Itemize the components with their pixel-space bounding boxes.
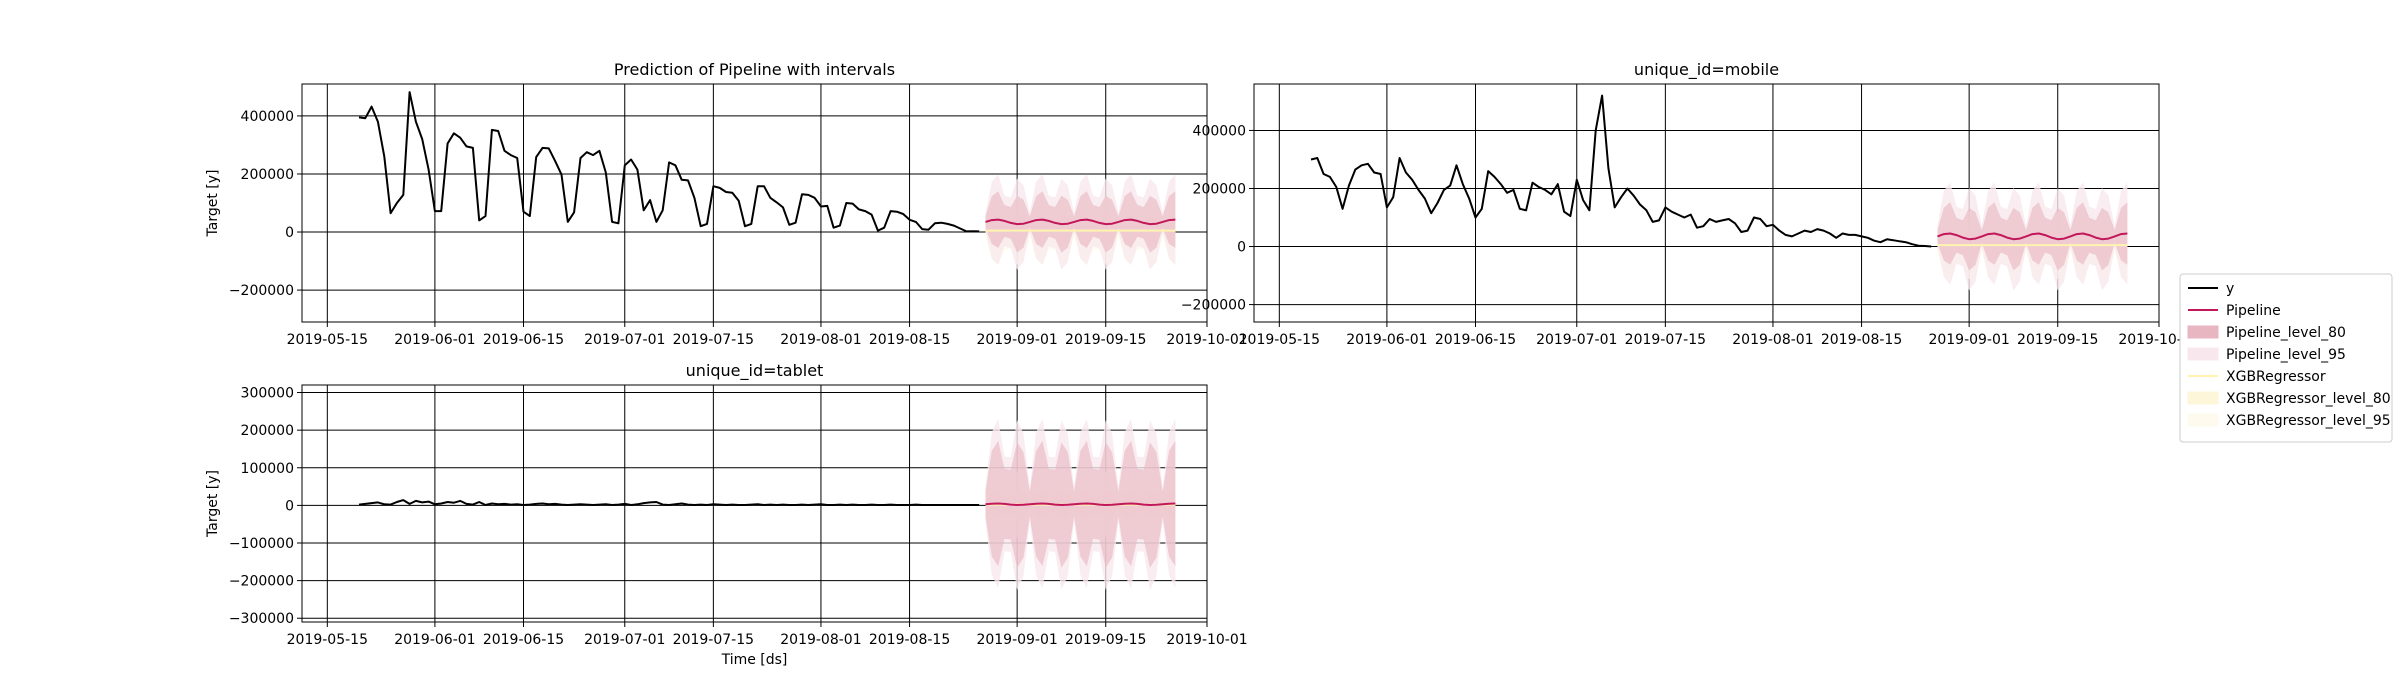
legend-entry-xgbregressor-level-95: XGBRegressor_level_95 — [2187, 413, 2391, 429]
mobile-tick-label-y-0: −200000 — [1181, 298, 1246, 314]
mobile-tick-label-y-1: 0 — [1237, 240, 1246, 256]
pipeline-tick-label-y-3: 400000 — [241, 109, 294, 125]
mobile-tick-label-x-5: 2019-08-01 — [1732, 332, 1813, 348]
legend-label-y: y — [2226, 281, 2234, 297]
legend-swatch-pipeline-level-80 — [2187, 325, 2219, 339]
legend-swatch-xgbregressor-level-80 — [2187, 391, 2219, 405]
legend-label-xgbregressor: XGBRegressor — [2226, 369, 2326, 385]
legend-label-xgbregressor-level-80: XGBRegressor_level_80 — [2226, 391, 2391, 407]
tablet-panel-title: unique_id=tablet — [686, 361, 824, 381]
tablet-tick-label-x-8: 2019-09-15 — [1065, 632, 1146, 648]
mobile-pipeline-line — [1937, 232, 2128, 241]
tablet-tick-label-y-1: −200000 — [229, 574, 294, 590]
pipeline-tick-label-x-4: 2019-07-15 — [673, 332, 754, 348]
tablet-tick-label-y-6: 300000 — [241, 386, 294, 402]
tablet-tick-label-x-1: 2019-06-01 — [394, 632, 475, 648]
pipeline-y-line — [358, 91, 980, 233]
pipeline-tick-label-x-6: 2019-08-15 — [869, 332, 950, 348]
mobile-pipeline-level-80-band — [1937, 202, 2128, 271]
mobile-tick-label-x-6: 2019-08-15 — [1821, 332, 1902, 348]
mobile-panel: 2019-05-15 2019-06-01 2019-06-15 2019-07-01… — [1181, 60, 2200, 348]
tablet-tick-label-x-7: 2019-09-01 — [976, 632, 1057, 648]
mobile-tick-label-x-3: 2019-07-01 — [1536, 332, 1617, 348]
mobile-tick-label-x-2: 2019-06-15 — [1435, 332, 1516, 348]
pipeline-panel-ylabel: Target [y] — [205, 170, 221, 238]
mobile-tick-label-x-1: 2019-06-01 — [1346, 332, 1427, 348]
pipeline-pipeline-line — [985, 218, 1176, 226]
legend-label-pipeline-level-95: Pipeline_level_95 — [2226, 347, 2346, 363]
legend-entry-xgbregressor: XGBRegressor — [2188, 369, 2326, 385]
pipeline-tick-label-x-1: 2019-06-01 — [394, 332, 475, 348]
pipeline-tick-label-x-7: 2019-09-01 — [976, 332, 1057, 348]
legend: y Pipeline Pipeline_level_80 Pipeline_le… — [2179, 273, 2393, 443]
mobile-axes-frame — [1253, 83, 2160, 323]
tablet-tick-label-x-4: 2019-07-15 — [673, 632, 754, 648]
mobile-tick-label-x-7: 2019-09-01 — [1928, 332, 2009, 348]
tablet-tick-label-y-5: 200000 — [241, 423, 294, 439]
legend-entry-pipeline-level-80: Pipeline_level_80 — [2187, 325, 2346, 341]
legend-entry-pipeline-level-95: Pipeline_level_95 — [2187, 347, 2346, 363]
pipeline-tick-label-y-2: 200000 — [241, 167, 294, 183]
pipeline-tick-label-x-3: 2019-07-01 — [584, 332, 665, 348]
pipeline-tick-label-x-0: 2019-05-15 — [287, 332, 368, 348]
pipeline-tick-label-x-9: 2019-10-01 — [1166, 332, 1247, 348]
tablet-panel-xlabel: Time [ds] — [721, 652, 788, 668]
tablet-panel: 2019-05-15 2019-06-01 2019-06-15 2019-07-01… — [205, 361, 1248, 668]
mobile-tick-label-x-4: 2019-07-15 — [1625, 332, 1706, 348]
mobile-tick-label-x-9: 2019-10-01 — [2118, 332, 2199, 348]
mobile-y-line — [1310, 94, 1932, 248]
tablet-tick-label-x-2: 2019-06-15 — [483, 632, 564, 648]
pipeline-panel: 2019-05-15 2019-06-01 2019-06-15 2019-07-01… — [205, 60, 1248, 348]
legend-label-pipeline: Pipeline — [2226, 303, 2281, 319]
mobile-tick-label-x-0: 2019-05-15 — [1239, 332, 1320, 348]
pipeline-tick-label-y-0: −200000 — [229, 283, 294, 299]
mobile-tick-label-y-2: 200000 — [1193, 181, 1246, 197]
tablet-tick-label-y-3: 0 — [285, 498, 294, 514]
tablet-axes-frame — [301, 384, 1208, 623]
legend-label-pipeline-level-80: Pipeline_level_80 — [2226, 325, 2346, 341]
tablet-tick-label-y-0: −300000 — [229, 611, 294, 627]
tablet-tick-label-x-5: 2019-08-01 — [780, 632, 861, 648]
legend-swatch-xgbregressor-level-95 — [2187, 413, 2219, 427]
pipeline-tick-label-x-5: 2019-08-01 — [780, 332, 861, 348]
tablet-tick-label-x-3: 2019-07-01 — [584, 632, 665, 648]
tablet-tick-label-x-0: 2019-05-15 — [287, 632, 368, 648]
tablet-panel-ylabel: Target [y] — [205, 470, 221, 538]
pipeline-pipeline-level-80-band — [985, 191, 1176, 253]
legend-label-xgbregressor-level-95: XGBRegressor_level_95 — [2226, 413, 2391, 429]
mobile-tick-label-x-8: 2019-09-15 — [2017, 332, 2098, 348]
pipeline-panel-title: Prediction of Pipeline with intervals — [614, 60, 895, 79]
tablet-y-line — [358, 499, 980, 506]
tablet-tick-label-y-4: 100000 — [241, 461, 294, 477]
pipeline-axes-frame — [301, 83, 1208, 323]
tablet-tick-label-x-6: 2019-08-15 — [869, 632, 950, 648]
mobile-panel-title: unique_id=mobile — [1634, 60, 1779, 80]
tablet-pipeline-line — [985, 502, 1176, 506]
legend-entry-pipeline: Pipeline — [2188, 303, 2281, 319]
legend-entry-xgbregressor-level-80: XGBRegressor_level_80 — [2187, 391, 2391, 407]
pipeline-tick-label-x-2: 2019-06-15 — [483, 332, 564, 348]
pipeline-tick-label-y-1: 0 — [285, 225, 294, 241]
legend-box — [2179, 273, 2393, 443]
pipeline-tick-label-x-8: 2019-09-15 — [1065, 332, 1146, 348]
legend-swatch-pipeline-level-95 — [2187, 347, 2219, 361]
tablet-tick-label-x-9: 2019-10-01 — [1166, 632, 1247, 648]
tablet-tick-label-y-2: −100000 — [229, 536, 294, 552]
mobile-tick-label-y-3: 400000 — [1193, 123, 1246, 139]
legend-entry-y: y — [2188, 281, 2234, 297]
